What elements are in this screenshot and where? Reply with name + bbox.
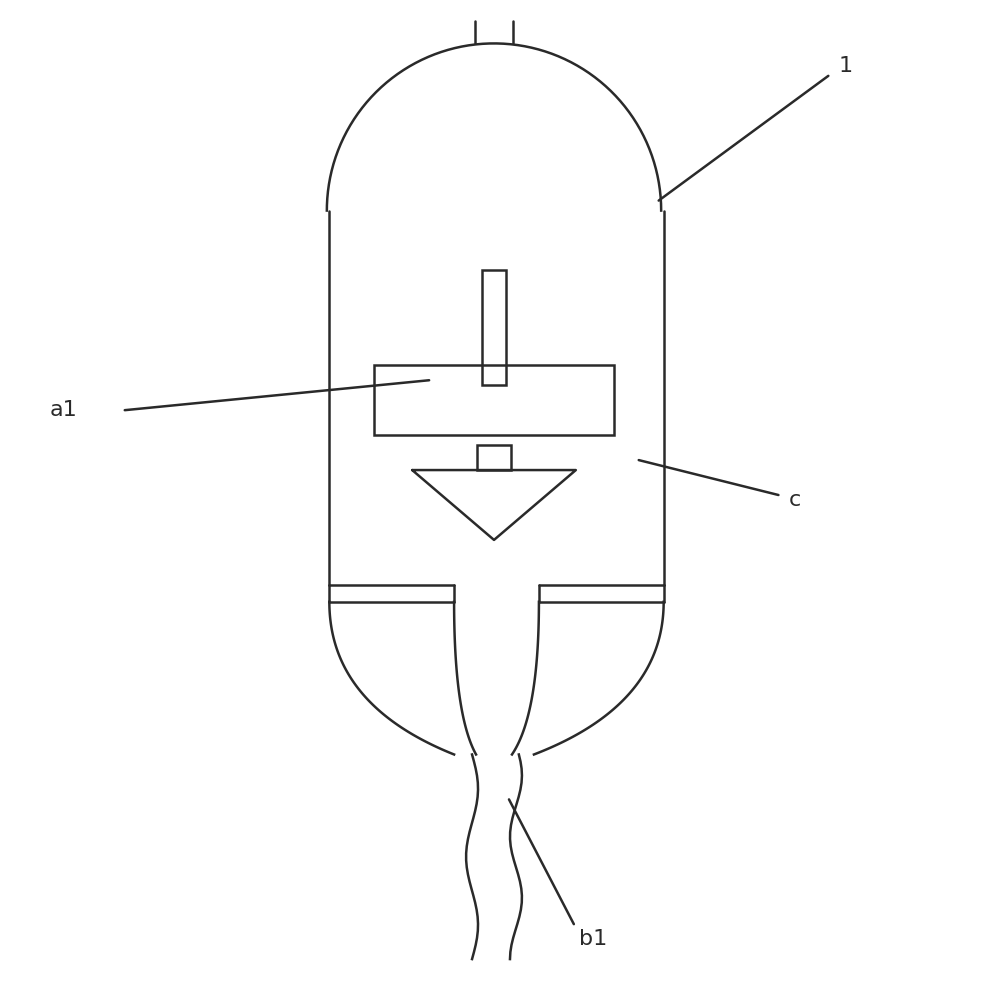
Text: 1: 1 [838, 56, 852, 76]
Text: c: c [788, 490, 800, 510]
Text: b1: b1 [579, 929, 607, 949]
Bar [374, 365, 614, 435]
Bar [476, 445, 511, 470]
Bar [481, 270, 506, 385]
Text: a1: a1 [50, 400, 78, 420]
